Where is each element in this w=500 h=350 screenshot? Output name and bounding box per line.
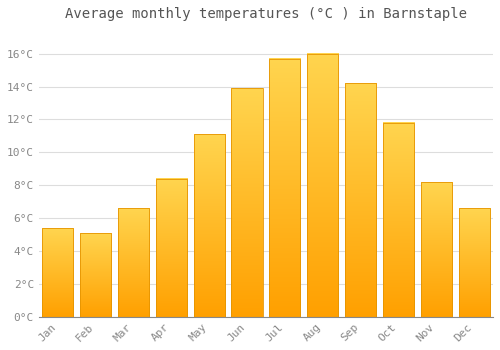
Bar	[383, 123, 414, 317]
Bar	[421, 182, 452, 317]
Bar	[307, 54, 338, 317]
Bar	[156, 179, 187, 317]
Bar	[118, 208, 149, 317]
Bar	[458, 208, 490, 317]
Bar	[232, 88, 262, 317]
Bar	[270, 59, 300, 317]
Bar	[345, 83, 376, 317]
Bar	[42, 228, 74, 317]
Title: Average monthly temperatures (°C ) in Barnstaple: Average monthly temperatures (°C ) in Ba…	[65, 7, 467, 21]
Bar	[194, 134, 224, 317]
Bar	[80, 233, 111, 317]
